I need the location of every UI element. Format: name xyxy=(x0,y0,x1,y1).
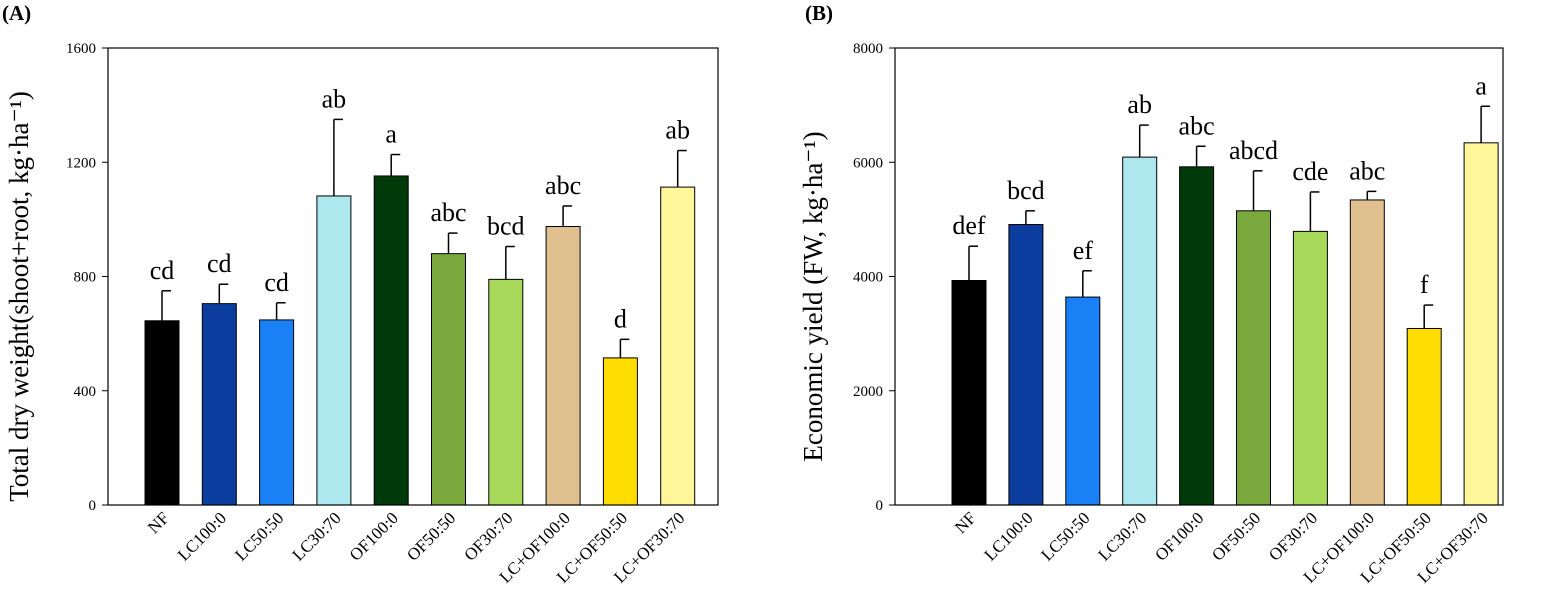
significance-letter: bcd xyxy=(1007,176,1045,205)
y-axis-title: Total dry weight(shoot+root, kg·ha⁻¹) xyxy=(4,91,34,502)
y-tick-label: 0 xyxy=(89,498,97,514)
x-tick-label: OF100:0 xyxy=(1151,508,1207,564)
significance-letter: abc xyxy=(430,198,466,227)
y-tick-label: 1200 xyxy=(66,155,96,171)
y-tick-label: 2000 xyxy=(853,384,883,400)
significance-letter: a xyxy=(1475,71,1487,100)
y-tick-label: 400 xyxy=(74,384,97,400)
bar xyxy=(259,319,295,506)
significance-letter: ab xyxy=(665,116,690,145)
significance-letter: abcd xyxy=(1229,136,1278,165)
bar xyxy=(1406,327,1442,506)
significance-letter: cd xyxy=(207,249,232,278)
bar xyxy=(1292,230,1328,506)
bar xyxy=(431,253,466,506)
x-tick-label: LC30:70 xyxy=(289,508,345,564)
bar xyxy=(951,279,987,506)
bar xyxy=(660,186,696,506)
bar xyxy=(1179,166,1215,506)
bar xyxy=(1463,142,1499,506)
bar xyxy=(201,303,237,506)
plot-frame xyxy=(107,47,719,506)
y-tick-label: 8000 xyxy=(853,41,883,57)
plot-frame xyxy=(894,47,1504,506)
bar xyxy=(1349,199,1385,506)
y-tick-label: 0 xyxy=(876,498,884,514)
y-axis-title: Economic yield (FW, kg·ha⁻¹) xyxy=(798,131,828,461)
x-tick-label: NF xyxy=(951,508,980,537)
bar xyxy=(1236,210,1271,506)
significance-letter: ef xyxy=(1073,236,1094,265)
bar xyxy=(488,278,524,506)
significance-letter: abc xyxy=(545,171,581,200)
panel-label: (A) xyxy=(2,1,31,25)
significance-letter: ab xyxy=(1127,90,1152,119)
x-tick-label: LC50:50 xyxy=(1037,508,1093,564)
bar xyxy=(602,357,638,506)
significance-letter: bcd xyxy=(487,212,525,241)
significance-letter: a xyxy=(385,120,397,149)
bar xyxy=(1008,224,1044,506)
x-tick-label: LC50:50 xyxy=(231,508,287,564)
y-tick-label: 800 xyxy=(74,270,97,286)
x-tick-label: OF30:70 xyxy=(460,508,516,564)
y-tick-label: 6000 xyxy=(853,155,883,171)
significance-letter: f xyxy=(1420,270,1429,299)
significance-letter: abc xyxy=(1179,111,1215,140)
x-tick-label: NF xyxy=(144,508,173,537)
significance-letter: cde xyxy=(1292,157,1328,186)
y-tick-label: 4000 xyxy=(853,270,883,286)
bar xyxy=(316,195,352,506)
x-tick-label: OF100:0 xyxy=(346,508,402,564)
bar xyxy=(1122,156,1158,506)
significance-letter: abc xyxy=(1349,156,1385,185)
x-tick-label: OF50:50 xyxy=(1208,508,1264,564)
x-tick-label: LC100:0 xyxy=(981,508,1037,564)
significance-letter: def xyxy=(952,211,986,240)
x-tick-label: OF50:50 xyxy=(403,508,459,564)
bar xyxy=(144,320,180,506)
significance-letter: ab xyxy=(322,84,347,113)
significance-letter: cd xyxy=(264,268,289,297)
significance-letter: cd xyxy=(150,256,175,285)
y-tick-label: 1600 xyxy=(66,41,96,57)
significance-letter: d xyxy=(614,304,627,333)
x-tick-label: LC30:70 xyxy=(1094,508,1150,564)
panel-label: (B) xyxy=(805,1,833,25)
x-tick-label: LC100:0 xyxy=(174,508,230,564)
bar xyxy=(373,175,409,506)
bar xyxy=(1065,296,1101,506)
x-tick-label: OF30:70 xyxy=(1265,508,1321,564)
bar xyxy=(545,226,581,506)
